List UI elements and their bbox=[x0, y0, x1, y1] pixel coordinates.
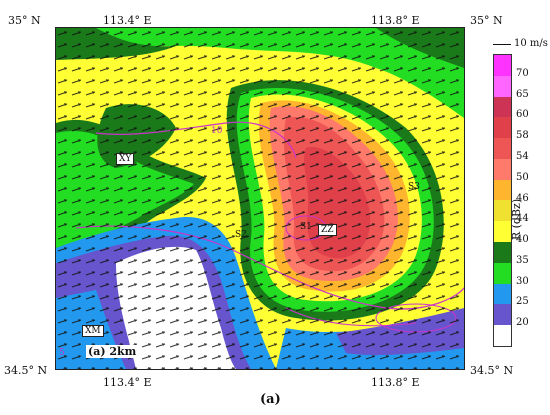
colorbar-segment bbox=[494, 55, 511, 76]
reflectivity-field bbox=[56, 28, 464, 369]
colorbar-tick-label: 50 bbox=[516, 171, 529, 183]
colorbar-segment bbox=[494, 117, 511, 139]
colorbar-unit: R (dBz) bbox=[510, 198, 524, 241]
radar-reflectivity-map: XY ZZ XM S1 S2 S3 10 5 (a) 2km bbox=[55, 27, 465, 370]
colorbar-segment bbox=[494, 96, 511, 118]
colorbar-tick-label: 20 bbox=[516, 317, 529, 329]
colorbar-segment bbox=[494, 304, 511, 326]
lat-label-top-right: 35° N bbox=[470, 14, 503, 27]
station-s2-label: S2 bbox=[235, 230, 247, 240]
lat-label-top-left: 35° N bbox=[8, 14, 41, 27]
station-xy-label: XY bbox=[116, 153, 135, 165]
lat-label-bottom-left: 34.5° N bbox=[4, 364, 48, 377]
contour-label-10: 10 bbox=[211, 126, 223, 136]
lon-label-top-right: 113.8° E bbox=[371, 14, 420, 27]
station-zz-label: ZZ bbox=[318, 224, 337, 236]
lon-label-top-left: 113.4° E bbox=[103, 14, 152, 27]
station-s1-label: S1 bbox=[300, 222, 312, 232]
panel-label: (a) 2km bbox=[86, 345, 139, 358]
colorbar-tick-label: 70 bbox=[516, 67, 529, 79]
station-xm-label: XM bbox=[82, 325, 104, 337]
contour-label-5: 5 bbox=[59, 348, 65, 358]
colorbar-tick-label: 35 bbox=[516, 254, 529, 266]
colorbar-segment bbox=[494, 158, 511, 180]
colorbar-segment bbox=[494, 242, 511, 263]
colorbar-tick-label: 30 bbox=[516, 275, 529, 287]
colorbar-tick-label: 25 bbox=[516, 296, 529, 308]
colorbar-segment bbox=[494, 262, 511, 284]
lat-label-bottom-right: 34.5° N bbox=[470, 364, 514, 377]
colorbar bbox=[493, 54, 512, 347]
colorbar-tick-label: 60 bbox=[516, 109, 529, 121]
scale-arrow bbox=[493, 44, 511, 45]
lon-label-bottom-left: 113.4° E bbox=[103, 376, 152, 389]
scale-arrow-label: 10 m/s bbox=[514, 38, 548, 49]
colorbar-tick-label: 46 bbox=[516, 192, 529, 204]
station-s3-label: S3 bbox=[408, 182, 420, 192]
colorbar-segment bbox=[494, 325, 511, 346]
colorbar-segment bbox=[494, 200, 511, 222]
lon-label-bottom-right: 113.8° E bbox=[371, 376, 420, 389]
colorbar-segment bbox=[494, 179, 511, 201]
colorbar-tick-label: 40 bbox=[516, 234, 529, 246]
colorbar-segment bbox=[494, 283, 511, 305]
colorbar-tick-label: 54 bbox=[516, 150, 529, 162]
colorbar-segment bbox=[494, 75, 511, 97]
colorbar-segment bbox=[494, 221, 511, 243]
colorbar-segment bbox=[494, 138, 511, 159]
colorbar-tick-label: 44 bbox=[516, 213, 529, 225]
colorbar-tick-label: 65 bbox=[516, 88, 529, 100]
colorbar-tick-label: 58 bbox=[516, 130, 529, 142]
figure-caption: (a) bbox=[260, 392, 281, 407]
